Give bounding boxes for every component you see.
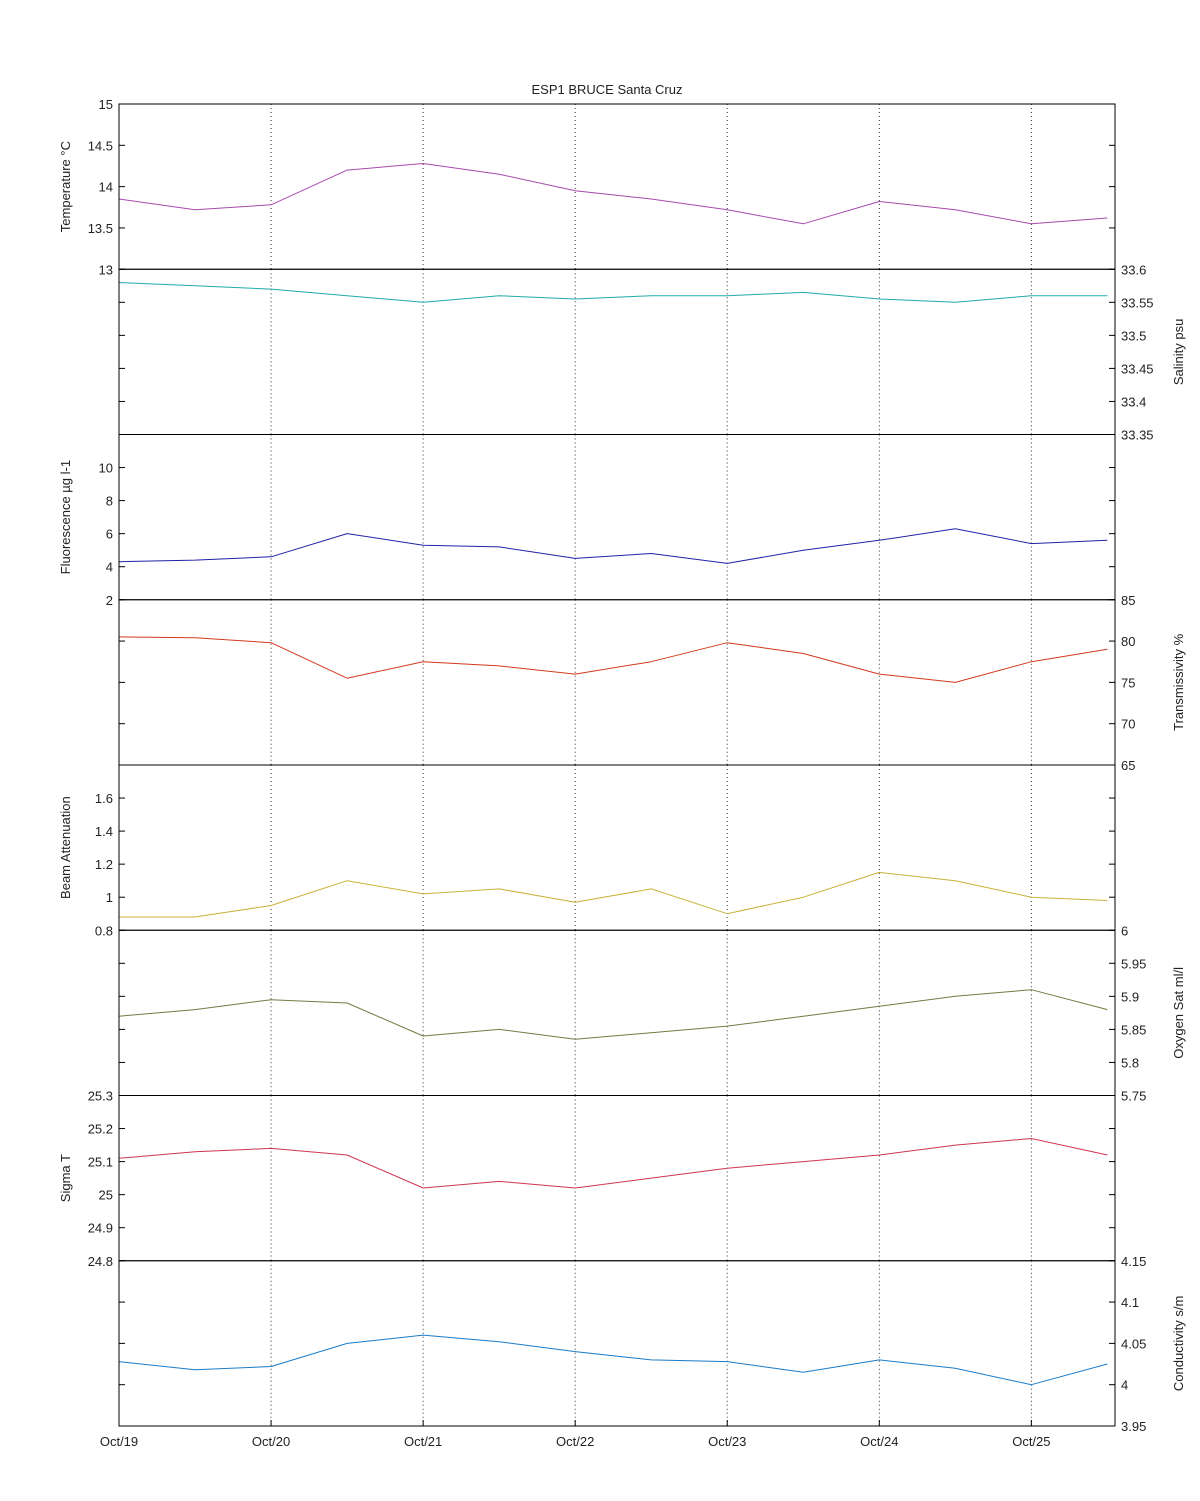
y-tick-label: 4.05 [1121, 1336, 1146, 1351]
axes-frame [118, 929, 1116, 1096]
y-tick-label: 25.2 [88, 1122, 113, 1137]
panel-1: 13 13.5 14 14.5 15 Temperature °C [58, 97, 1116, 277]
y-tick-label: 85 [1121, 593, 1135, 608]
x-tick-label: Oct/22 [556, 1434, 594, 1449]
y-axis-label: Salinity psu [1171, 319, 1186, 385]
y-tick-label: 24.9 [88, 1221, 113, 1236]
y-tick-label: 4 [106, 560, 113, 575]
series-line [119, 871, 1108, 918]
panel-8: 3.95 4 4.05 4.1 4.15 Conductivity s/m [118, 1254, 1186, 1434]
series-line [118, 282, 1108, 303]
y-tick-label: 25.3 [88, 1089, 113, 1104]
x-tick-label: Oct/25 [1012, 1434, 1050, 1449]
y-axis-label: Transmissivity % [1171, 633, 1186, 730]
y-tick-label: 33.35 [1121, 428, 1154, 443]
y-tick-label: 4.15 [1121, 1254, 1146, 1269]
y-tick-label: 33.55 [1121, 295, 1154, 310]
y-tick-label: 6 [106, 527, 113, 542]
y-tick-label: 3.95 [1121, 1419, 1146, 1434]
axes-frame [118, 599, 1116, 766]
y-tick-label: 24.8 [88, 1254, 113, 1269]
axes-frame [118, 434, 1116, 601]
panel-6: 5.75 5.8 5.85 5.9 5.95 6 Oxygen Sat ml/l [118, 923, 1186, 1104]
y-axis-label: Sigma T [58, 1154, 73, 1202]
y-tick-label: 6 [1121, 923, 1128, 938]
y-tick-label: 13 [99, 262, 113, 277]
x-tick-label: Oct/24 [860, 1434, 898, 1449]
y-tick-label: 14 [99, 180, 113, 195]
y-tick-label: 25 [99, 1188, 113, 1203]
series-line [118, 1138, 1108, 1189]
panel-7: 24.8 24.9 25 25.1 25.2 25.3 Sigma T [58, 1089, 1116, 1269]
y-tick-label: 33.5 [1121, 328, 1146, 343]
y-tick-label: 1 [106, 890, 113, 905]
y-tick-label: 33.45 [1121, 361, 1154, 376]
y-tick-label: 4 [1121, 1378, 1128, 1393]
y-axis-label: Fluorescence µg l-1 [58, 460, 73, 574]
y-tick-label: 8 [106, 494, 113, 509]
y-tick-label: 65 [1121, 758, 1135, 773]
y-tick-label: 33.6 [1121, 262, 1146, 277]
y-tick-label: 15 [99, 97, 113, 112]
panel-4: 65 70 75 80 85 Transmissivity % [118, 593, 1186, 773]
x-tick-label: Oct/23 [708, 1434, 746, 1449]
panel-5: 0.8 1 1.2 1.4 1.6 Beam Attenuation [58, 764, 1116, 938]
chart-title: ESP1 BRUCE Santa Cruz [531, 82, 682, 97]
series-line [118, 989, 1108, 1040]
y-tick-label: 5.85 [1121, 1022, 1146, 1037]
panel-2: 33.35 33.4 33.45 33.5 33.55 33.6 Salinity psu [118, 262, 1186, 443]
y-tick-label: 70 [1121, 717, 1135, 732]
x-tick-label: Oct/19 [100, 1434, 138, 1449]
y-tick-label: 0.8 [95, 923, 113, 938]
axes-frame [118, 268, 1116, 435]
y-tick-label: 13.5 [88, 221, 113, 236]
y-tick-label: 5.95 [1121, 956, 1146, 971]
series-line [118, 528, 1108, 564]
y-tick-label: 14.5 [88, 138, 113, 153]
x-tick-labels: Oct/19 Oct/20 Oct/21 Oct/22 Oct/23 Oct/24 Oct/… [100, 1420, 1051, 1449]
series-line [118, 163, 1108, 225]
x-tick-label: Oct/20 [252, 1434, 290, 1449]
y-tick-label: 80 [1121, 634, 1135, 649]
y-tick-label: 5.75 [1121, 1089, 1146, 1104]
y-axis-label: Oxygen Sat ml/l [1171, 967, 1186, 1059]
panel-3: 2 4 6 8 10 Fluorescence µg l-1 [58, 434, 1116, 608]
y-tick-label: 75 [1121, 675, 1135, 690]
y-tick-label: 5.8 [1121, 1055, 1139, 1070]
y-tick-label: 33.4 [1121, 394, 1146, 409]
axes-frame [118, 103, 1116, 270]
axes-frame [118, 1095, 1116, 1262]
y-axis-label: Beam Attenuation [58, 796, 73, 899]
y-tick-label: 2 [106, 593, 113, 608]
y-axis-label: Conductivity s/m [1171, 1296, 1186, 1391]
series-line [118, 1334, 1108, 1386]
x-tick-label: Oct/21 [404, 1434, 442, 1449]
axes-frame [118, 1260, 1116, 1427]
y-tick-label: 10 [99, 461, 113, 476]
y-tick-label: 1.4 [95, 824, 113, 839]
y-tick-label: 4.1 [1121, 1295, 1139, 1310]
y-axis-label: Temperature °C [58, 141, 73, 232]
y-tick-label: 5.9 [1121, 989, 1139, 1004]
y-tick-label: 1.6 [95, 791, 113, 806]
y-tick-label: 25.1 [88, 1155, 113, 1170]
series-line [118, 636, 1108, 683]
y-tick-label: 1.2 [95, 857, 113, 872]
